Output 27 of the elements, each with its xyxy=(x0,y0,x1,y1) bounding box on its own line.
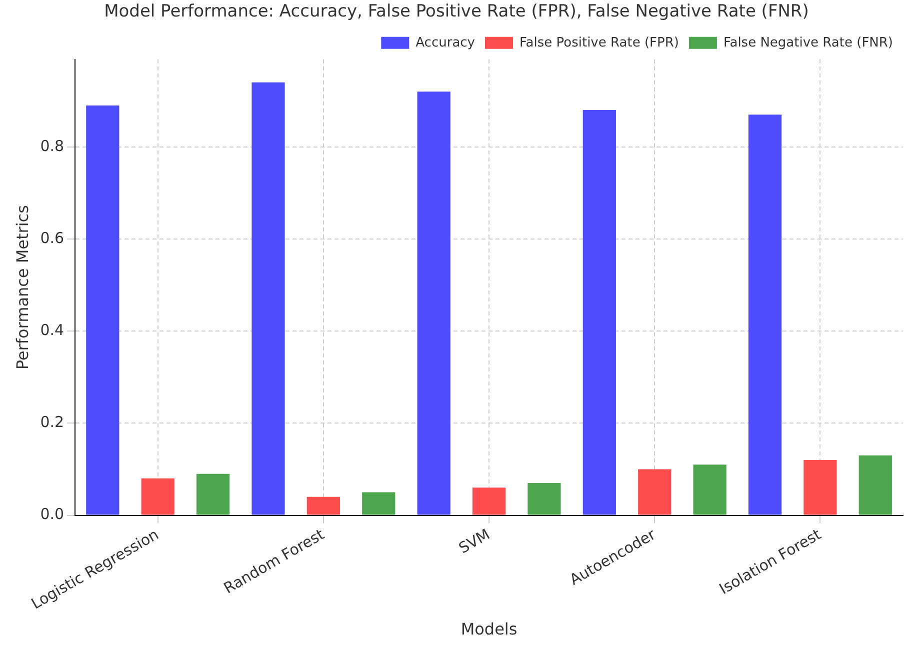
bar xyxy=(472,488,506,515)
y-tick-label: 0.6 xyxy=(40,228,64,247)
bar xyxy=(141,478,174,515)
bar xyxy=(748,114,782,515)
y-tick-label: 0.8 xyxy=(40,136,64,155)
legend-label: False Negative Rate (FNR) xyxy=(723,35,894,50)
bar xyxy=(86,105,120,515)
bar xyxy=(306,496,340,515)
chart-title: Model Performance: Accuracy, False Positive Rate (FPR), False Negative Rate (FNR) xyxy=(104,2,809,22)
bar xyxy=(693,464,726,515)
bar xyxy=(858,455,892,515)
bar xyxy=(638,469,672,515)
y-tick-label: 0.0 xyxy=(40,505,64,524)
y-axis-title: Performance Metrics xyxy=(12,205,32,370)
x-tick-label: SVM xyxy=(456,525,493,558)
bar xyxy=(804,460,837,515)
bar xyxy=(252,82,285,515)
bar xyxy=(417,92,450,515)
legend-label: False Positive Rate (FPR) xyxy=(519,35,679,50)
bar xyxy=(196,474,230,515)
legend-label: Accuracy xyxy=(416,35,476,50)
x-axis-title: Models xyxy=(460,620,518,639)
y-tick-label: 0.4 xyxy=(40,320,64,339)
bar xyxy=(362,492,396,515)
bar xyxy=(528,483,561,515)
bar xyxy=(582,110,616,515)
y-tick-label: 0.2 xyxy=(40,413,64,432)
